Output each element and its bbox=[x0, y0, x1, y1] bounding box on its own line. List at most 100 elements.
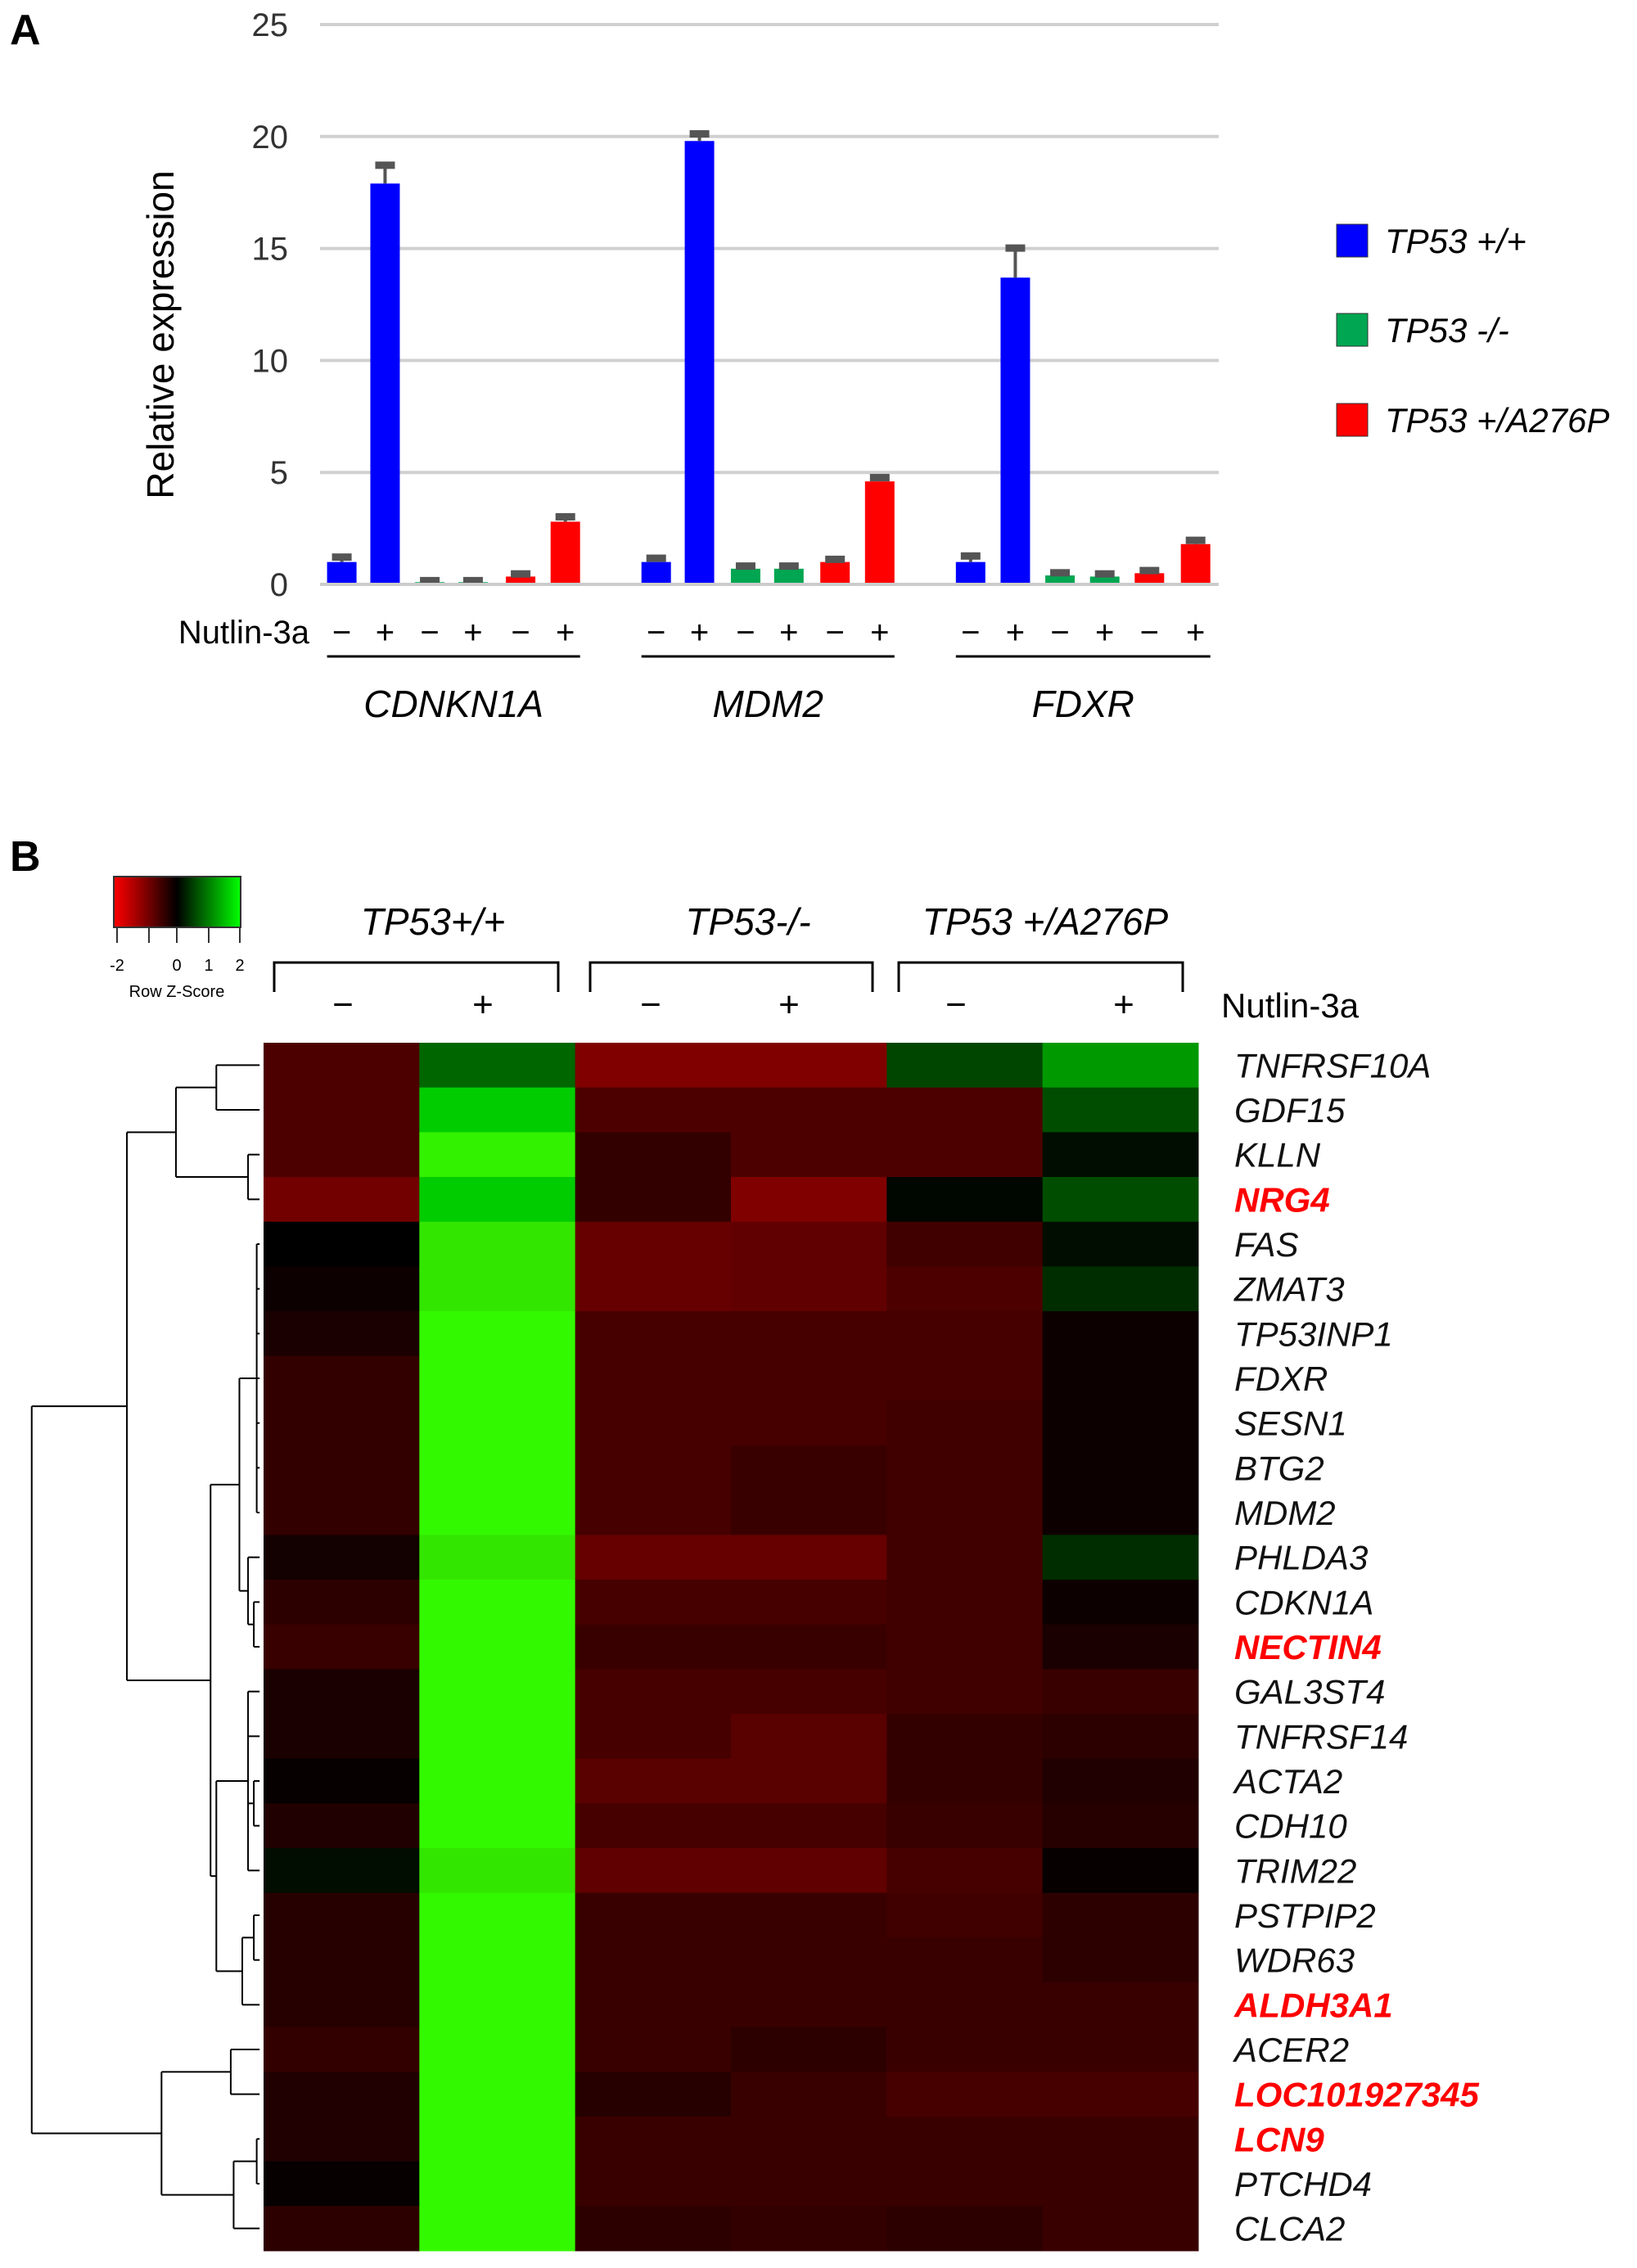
treatment-sign: − bbox=[640, 985, 661, 1025]
heatmap-cell bbox=[575, 1132, 732, 1178]
heatmap-cell bbox=[731, 2072, 887, 2117]
heatmap-cell bbox=[264, 2027, 420, 2072]
gene-label: BTG2 bbox=[1234, 1449, 1324, 1487]
heatmap-cell bbox=[886, 1714, 1044, 1760]
heatmap-cell bbox=[575, 1982, 732, 2028]
heatmap-cell bbox=[419, 1355, 576, 1401]
heatmap-cell bbox=[419, 1937, 576, 1983]
heatmap-cell bbox=[575, 2072, 732, 2117]
heatmap-cell bbox=[731, 1982, 887, 2028]
heatmap-cell bbox=[419, 1400, 576, 1446]
heatmap-cell bbox=[575, 1803, 732, 1849]
bar bbox=[641, 561, 671, 584]
heatmap-cell bbox=[575, 2161, 732, 2207]
treatment-label: Nutlin-3a bbox=[1221, 986, 1360, 1025]
gene-label: PTCHD4 bbox=[1234, 2165, 1372, 2203]
group-bracket bbox=[273, 961, 560, 992]
heatmap-cell bbox=[419, 1848, 576, 1894]
error-cap bbox=[735, 562, 755, 570]
heatmap-cell bbox=[1042, 1758, 1199, 1804]
y-axis-label: Relative expression bbox=[139, 170, 182, 498]
heatmap-cell bbox=[1042, 1892, 1199, 1938]
gene-category-label: FDXR bbox=[1032, 683, 1134, 725]
treatment-sign: + bbox=[1095, 615, 1114, 651]
bar bbox=[730, 568, 760, 584]
heatmap-cell bbox=[1042, 2117, 1199, 2162]
heatmap-cell bbox=[731, 1937, 887, 1983]
heatmap-cell bbox=[886, 1043, 1044, 1089]
error-cap bbox=[646, 554, 666, 562]
treatment-sign: − bbox=[511, 615, 530, 651]
bar bbox=[1134, 573, 1165, 584]
y-tick-label: 25 bbox=[252, 7, 289, 43]
heatmap-cell bbox=[264, 1892, 420, 1938]
heatmap-cell bbox=[575, 1624, 732, 1670]
gene-label: ALDH3A1 bbox=[1233, 1986, 1393, 2024]
error-cap bbox=[555, 512, 575, 521]
treatment-sign: + bbox=[463, 615, 482, 651]
heatmap-cell bbox=[419, 1714, 576, 1760]
heatmap-cell bbox=[1042, 1714, 1199, 1760]
gene-label: LCN9 bbox=[1234, 2120, 1324, 2158]
heatmap-cell bbox=[575, 1937, 732, 1983]
heatmap-cell bbox=[264, 1714, 420, 1760]
treatment-sign: + bbox=[778, 985, 800, 1025]
heatmap-cell bbox=[575, 1490, 732, 1535]
gene-label: GDF15 bbox=[1234, 1091, 1346, 1129]
treatment-label: Nutlin-3a bbox=[178, 615, 310, 651]
treatment-sign: + bbox=[376, 615, 395, 651]
heatmap-cell bbox=[1042, 1580, 1199, 1625]
heatmap-cell bbox=[886, 1400, 1044, 1446]
heatmap-cell bbox=[419, 1580, 576, 1625]
heatmap-cell bbox=[1042, 1400, 1199, 1446]
gene-label: FDXR bbox=[1234, 1359, 1328, 1398]
heatmap-cell bbox=[1042, 1669, 1199, 1715]
heatmap-cell bbox=[575, 1535, 732, 1580]
treatment-sign: − bbox=[1140, 615, 1159, 651]
heatmap-cell bbox=[886, 2161, 1044, 2207]
heatmap-cell bbox=[575, 1669, 732, 1715]
heatmap-cell bbox=[264, 1355, 420, 1401]
heatmap-cell bbox=[264, 2072, 420, 2117]
heatmap-cell bbox=[264, 2117, 420, 2162]
heatmap-cell bbox=[419, 1087, 576, 1133]
bar bbox=[1180, 543, 1211, 584]
heatmap-cell bbox=[419, 1132, 576, 1178]
heatmap-cell bbox=[575, 1892, 732, 1938]
gene-label: CDH10 bbox=[1234, 1807, 1347, 1846]
heatmap-cell bbox=[1042, 1490, 1199, 1535]
panel-label-b: B bbox=[10, 833, 41, 881]
heatmap-cell bbox=[886, 1311, 1044, 1357]
heatmap-cell bbox=[575, 2027, 732, 2072]
color-key-tick-label: 2 bbox=[235, 957, 244, 975]
treatment-sign: + bbox=[870, 615, 889, 651]
heatmap-cell bbox=[419, 2072, 576, 2117]
heatmap-cell bbox=[575, 1355, 732, 1401]
gene-label: LOC101927345 bbox=[1234, 2076, 1480, 2114]
heatmap-cell bbox=[886, 1624, 1044, 1670]
heatmap-cell bbox=[886, 1221, 1044, 1267]
heatmap-cell bbox=[419, 1266, 576, 1312]
heatmap-cell bbox=[575, 2206, 732, 2252]
heatmap-cell bbox=[575, 2117, 732, 2162]
heatmap-cell bbox=[1042, 1624, 1199, 1670]
heatmap: TNFRSF10A GDF15 KLLN NRG4 FAS ZMAT3 TP53INP1 FD… bbox=[30, 876, 1480, 2252]
legend-swatch bbox=[1336, 403, 1369, 437]
y-tick-label: 10 bbox=[252, 343, 289, 379]
treatment-sign: + bbox=[690, 615, 709, 651]
error-cap bbox=[869, 474, 890, 482]
gene-label: FAS bbox=[1234, 1225, 1299, 1264]
error-cap bbox=[462, 576, 483, 584]
error-cap bbox=[375, 161, 395, 169]
heatmap-cell bbox=[264, 1400, 420, 1446]
heatmap-cell bbox=[419, 1803, 576, 1849]
legend-label: TP53 +/A276P bbox=[1385, 401, 1609, 440]
group-bracket bbox=[589, 961, 874, 992]
heatmap-cell bbox=[264, 1490, 420, 1535]
heatmap-cell bbox=[886, 1758, 1044, 1804]
error-cap bbox=[1050, 569, 1071, 577]
heatmap-cell bbox=[731, 1624, 887, 1670]
heatmap-cell bbox=[264, 1221, 420, 1267]
gene-label: PSTPIP2 bbox=[1234, 1896, 1376, 1935]
